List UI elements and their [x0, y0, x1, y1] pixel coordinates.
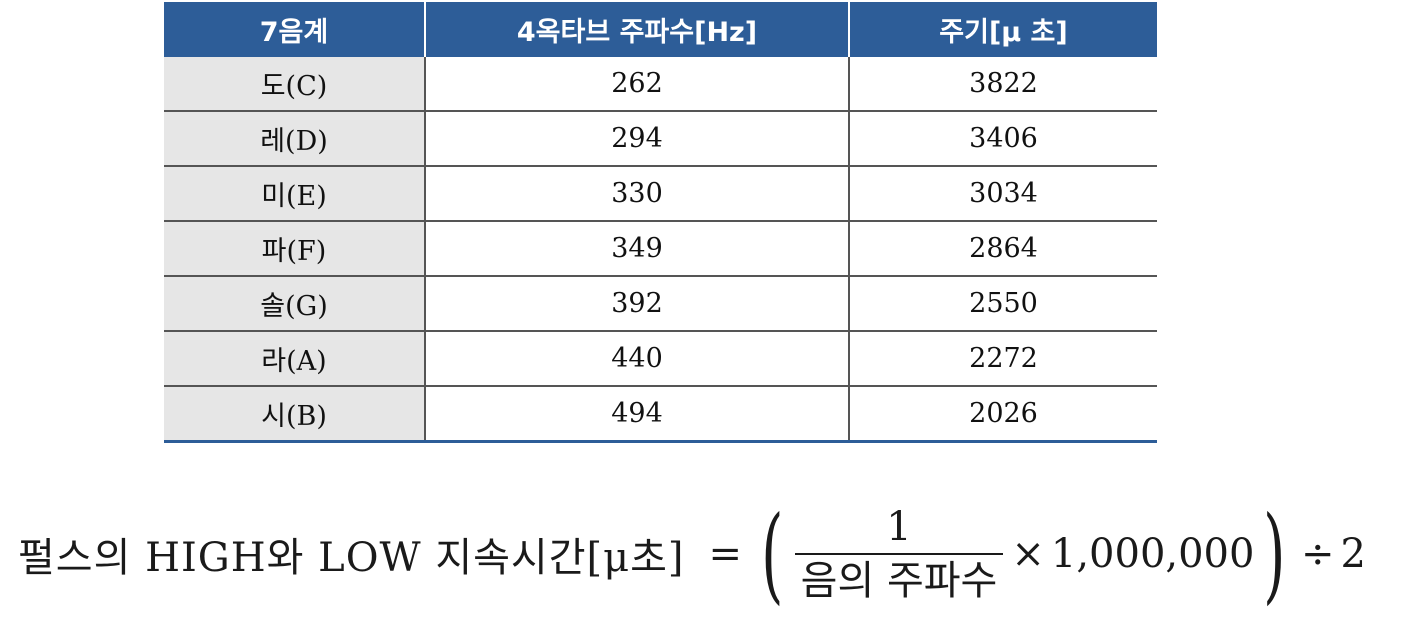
formula-lhs: 펄스의 HIGH와 LOW 지속시간[μ초]: [18, 535, 685, 581]
formula-equals: =: [708, 531, 743, 577]
period-cell: 3822: [848, 57, 1157, 111]
formula-close-paren: ): [1263, 493, 1286, 615]
scale-frequency-table: 7음계 4옥타브 주파수[Hz] 주기[μ 초] 도(C) 262 3822 레…: [164, 2, 1157, 443]
frequency-cell: 294: [424, 110, 849, 166]
frequency-cell: 494: [424, 385, 849, 443]
period-cell: 2864: [848, 220, 1157, 276]
formula-multiplier: 1,000,000: [1050, 531, 1255, 577]
table-header-row: 7음계 4옥타브 주파수[Hz] 주기[μ 초]: [164, 2, 1157, 57]
table-row: 라(A) 440 2272: [164, 330, 1157, 386]
header-frequency: 4옥타브 주파수[Hz]: [424, 2, 849, 57]
fraction-denominator: 음의 주파수: [800, 558, 998, 604]
formula-open-paren: (: [761, 493, 784, 615]
fraction-numerator: 1: [886, 504, 912, 550]
table-row: 파(F) 349 2864: [164, 220, 1157, 276]
table-row: 시(B) 494 2026: [164, 385, 1157, 443]
note-cell: 미(E): [164, 165, 425, 221]
table-row: 미(E) 330 3034: [164, 165, 1157, 221]
table-row: 솔(G) 392 2550: [164, 275, 1157, 331]
frequency-cell: 392: [424, 275, 849, 331]
period-cell: 3406: [848, 110, 1157, 166]
table-row: 도(C) 262 3822: [164, 57, 1157, 111]
frequency-cell: 349: [424, 220, 849, 276]
header-period: 주기[μ 초]: [848, 2, 1157, 57]
formula-divide: ÷: [1301, 531, 1335, 577]
note-cell: 파(F): [164, 220, 425, 276]
note-cell: 라(A): [164, 330, 425, 386]
pulse-duration-formula: 펄스의 HIGH와 LOW 지속시간[μ초] = ( 1 음의 주파수 × 1,…: [18, 488, 1366, 620]
period-cell: 2272: [848, 330, 1157, 386]
note-cell: 도(C): [164, 57, 425, 111]
formula-divisor: 2: [1340, 531, 1366, 577]
period-cell: 3034: [848, 165, 1157, 221]
formula-fraction: 1 음의 주파수: [794, 504, 1004, 604]
note-cell: 솔(G): [164, 275, 425, 331]
frequency-table-container: 7음계 4옥타브 주파수[Hz] 주기[μ 초] 도(C) 262 3822 레…: [164, 2, 1157, 443]
note-cell: 시(B): [164, 385, 425, 443]
header-scale: 7음계: [164, 2, 425, 57]
frequency-cell: 440: [424, 330, 849, 386]
note-cell: 레(D): [164, 110, 425, 166]
table-row: 레(D) 294 3406: [164, 110, 1157, 166]
fraction-bar: [794, 553, 1004, 555]
formula-times: ×: [1011, 531, 1045, 577]
frequency-cell: 262: [424, 57, 849, 111]
period-cell: 2026: [848, 385, 1157, 443]
period-cell: 2550: [848, 275, 1157, 331]
frequency-cell: 330: [424, 165, 849, 221]
